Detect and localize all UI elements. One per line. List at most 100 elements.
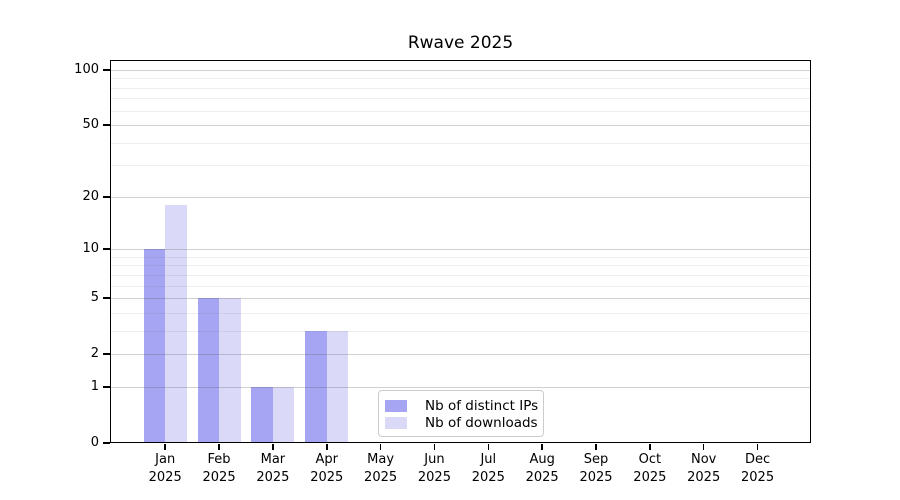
legend-item-distinct-ips: Nb of distinct IPs — [385, 397, 539, 414]
y-tick-label-20: 20 — [82, 188, 99, 204]
gridline-2 — [111, 354, 810, 356]
gridline-minor-30 — [111, 165, 810, 167]
x-tick-label-line: Dec — [744, 452, 771, 467]
x-tick-label-line: 2025 — [202, 469, 236, 485]
bar-nb-of-distinct-ips-feb — [197, 298, 220, 443]
y-tick-label-100: 100 — [74, 62, 99, 77]
x-tick-label-line: Oct — [638, 452, 662, 467]
x-tick-mar-2025 — [272, 444, 274, 450]
y-tick-100 — [103, 69, 110, 71]
gridline-100 — [111, 70, 810, 71]
y-tick-5 — [103, 297, 110, 299]
x-tick-label-line: 2025 — [471, 469, 505, 485]
gridline-1 — [111, 386, 810, 388]
bar-nb-of-distinct-ips-mar — [251, 386, 273, 443]
gridline-20 — [111, 196, 810, 198]
gridline-minor-4 — [111, 312, 810, 314]
y-tick-label-2: 2 — [90, 346, 99, 362]
gridline-10 — [111, 249, 810, 251]
x-tick-label-jul-2025: Jul 2025 — [456, 451, 520, 486]
legend-item-downloads: Nb of downloads — [385, 414, 538, 431]
x-tick-label-line: 2025 — [310, 469, 344, 485]
x-tick-label-line: 2025 — [741, 469, 775, 485]
x-tick-jan-2025 — [164, 444, 166, 450]
x-tick-label-line: 2025 — [364, 469, 398, 485]
x-tick-label-line: 2025 — [256, 469, 290, 485]
y-tick-label-1: 1 — [90, 378, 99, 394]
x-tick-label-dec-2025: Dec 2025 — [726, 451, 790, 486]
y-tick-label-10: 10 — [82, 241, 99, 257]
x-tick-label-mar-2025: Mar 2025 — [241, 451, 305, 486]
x-tick-label-line: Apr — [315, 452, 339, 467]
x-tick-label-aug-2025: Aug 2025 — [510, 451, 574, 486]
x-tick-label-sep-2025: Sep 2025 — [564, 451, 628, 486]
x-tick-label-jun-2025: Jun 2025 — [402, 451, 466, 486]
x-tick-label-apr-2025: Apr 2025 — [295, 451, 359, 486]
x-tick-label-nov-2025: Nov 2025 — [672, 451, 736, 486]
x-tick-jun-2025 — [433, 444, 436, 450]
gridline-minor-80 — [111, 87, 810, 89]
legend-swatch-downloads — [385, 416, 407, 429]
plot-area — [110, 60, 811, 443]
x-tick-label-line: 2025 — [417, 469, 451, 485]
x-tick-label-oct-2025: Oct 2025 — [618, 451, 682, 486]
gridline-minor-7 — [111, 274, 810, 276]
bar-nb-of-downloads-mar — [272, 386, 295, 443]
x-tick-label-line: Jul — [480, 452, 497, 467]
y-tick-label-5: 5 — [90, 290, 99, 306]
legend-swatch-distinct-ips — [385, 399, 407, 412]
legend: Nb of distinct IPs Nb of downloads — [378, 390, 544, 437]
gridline-minor-90 — [111, 78, 810, 80]
x-tick-label-line: 2025 — [148, 469, 182, 485]
x-tick-label-line: Jan — [155, 452, 176, 467]
x-tick-nov-2025 — [702, 444, 705, 450]
y-tick-label-50: 50 — [82, 117, 99, 133]
gridline-minor-3 — [111, 330, 810, 332]
gridline-minor-6 — [111, 285, 810, 287]
y-tick-0 — [103, 442, 110, 444]
x-tick-label-line: 2025 — [633, 469, 667, 485]
legend-label-distinct-ips: Nb of distinct IPs — [425, 397, 539, 414]
x-tick-apr-2025 — [326, 444, 328, 450]
y-tick-2 — [103, 353, 110, 355]
x-tick-label-line: Aug — [529, 452, 555, 467]
gridline-5 — [111, 298, 810, 300]
bar-nb-of-distinct-ips-apr — [305, 330, 327, 443]
x-tick-label-line: Mar — [260, 452, 286, 467]
x-tick-label-line: Jun — [424, 452, 445, 467]
x-tick-label-line: Nov — [691, 452, 717, 467]
x-tick-may-2025 — [379, 444, 382, 450]
legend-label-downloads: Nb of downloads — [425, 414, 538, 431]
x-tick-label-line: Feb — [207, 452, 231, 467]
x-tick-jul-2025 — [487, 444, 490, 450]
x-tick-oct-2025 — [649, 444, 651, 450]
x-tick-label-line: 2025 — [579, 469, 613, 485]
bar-nb-of-downloads-feb — [219, 298, 241, 443]
x-tick-label-line: Sep — [583, 452, 609, 467]
y-tick-label-0: 0 — [90, 435, 99, 450]
chart-title: Rwave 2025 — [407, 33, 514, 53]
x-tick-label-line: 2025 — [687, 469, 721, 485]
gridline-minor-8 — [111, 265, 810, 267]
y-tick-1 — [103, 386, 110, 388]
bar-nb-of-distinct-ips-jan — [143, 249, 166, 443]
x-tick-label-line: 2025 — [525, 469, 559, 485]
gridline-minor-40 — [111, 142, 810, 144]
x-tick-label-may-2025: May 2025 — [349, 451, 413, 486]
x-tick-feb-2025 — [218, 444, 220, 450]
x-tick-sep-2025 — [595, 444, 597, 450]
y-tick-10 — [103, 248, 110, 250]
x-tick-aug-2025 — [541, 444, 543, 450]
x-tick-label-line: May — [367, 452, 395, 467]
gridline-50 — [111, 125, 810, 127]
x-tick-dec-2025 — [756, 444, 759, 450]
x-tick-label-jan-2025: Jan 2025 — [133, 451, 197, 486]
gridline-minor-70 — [111, 98, 810, 100]
y-tick-50 — [103, 124, 110, 126]
x-tick-label-feb-2025: Feb 2025 — [187, 451, 251, 486]
y-tick-20 — [103, 196, 110, 198]
